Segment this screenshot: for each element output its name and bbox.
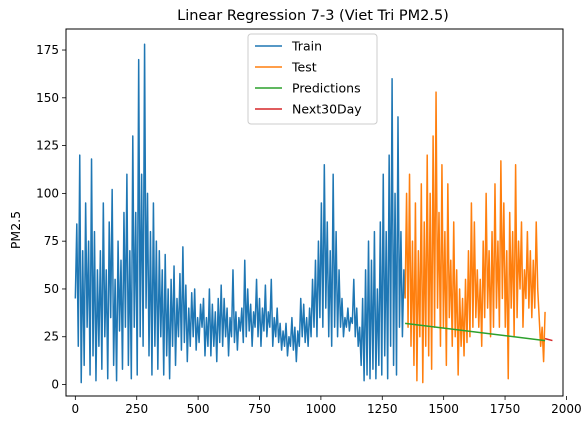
y-tick-label: 175: [36, 43, 59, 57]
x-tick-label: 750: [248, 402, 271, 416]
legend-label-test: Test: [291, 60, 317, 75]
legend: Train Test Predictions Next30Day: [248, 34, 377, 124]
y-tick-label: 100: [36, 186, 59, 200]
y-axis-label: PM2.5: [8, 211, 23, 249]
chart-title: Linear Regression 7-3 (Viet Tri PM2.5): [177, 8, 449, 24]
y-tick-label: 75: [44, 234, 59, 248]
x-tick-label: 1750: [490, 402, 521, 416]
y-tick-label: 150: [36, 91, 59, 105]
y-tick-label: 125: [36, 139, 59, 153]
y-tick-label: 50: [44, 282, 59, 296]
x-tick-label: 0: [72, 402, 80, 416]
legend-label-train: Train: [291, 39, 322, 54]
y-tick-label: 0: [51, 378, 59, 392]
x-tick-label: 2000: [551, 402, 582, 416]
x-tick-label: 250: [125, 402, 148, 416]
legend-label-predictions: Predictions: [292, 81, 361, 96]
legend-label-next30day: Next30Day: [292, 102, 362, 117]
x-tick-label: 500: [187, 402, 210, 416]
x-tick-label: 1000: [306, 402, 337, 416]
y-tick-label: 25: [44, 330, 59, 344]
x-tick-label: 1250: [367, 402, 398, 416]
x-tick-label: 1500: [428, 402, 459, 416]
